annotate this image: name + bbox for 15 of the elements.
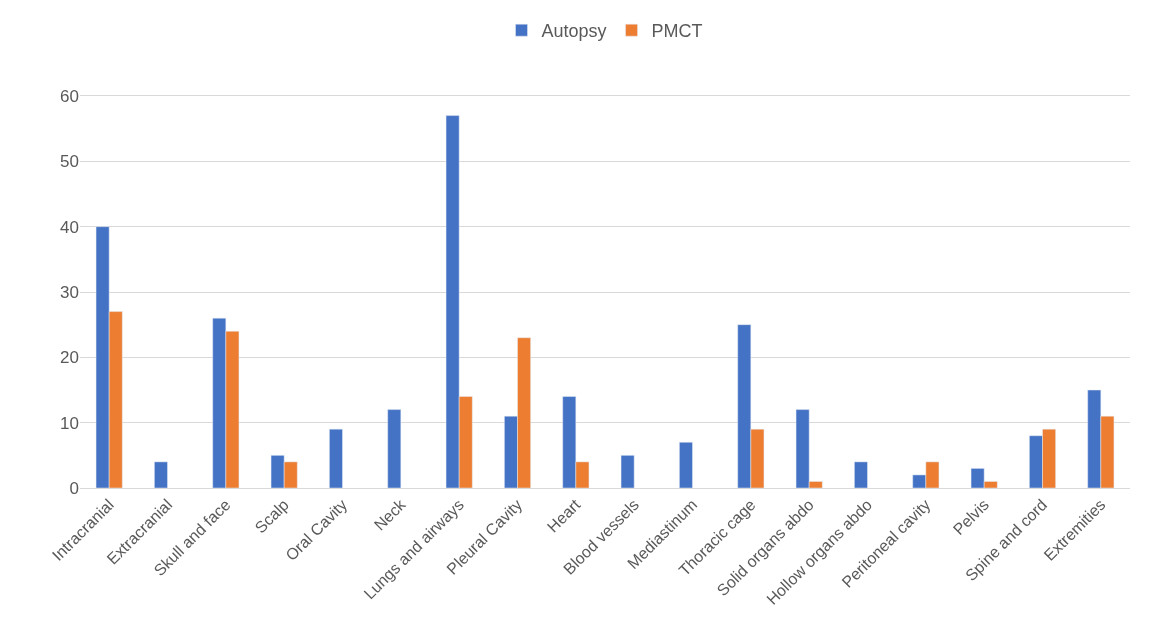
y-tick-label: 50 bbox=[60, 152, 79, 172]
legend-label: Autopsy bbox=[541, 21, 607, 42]
bar bbox=[154, 461, 168, 488]
bar bbox=[620, 455, 635, 488]
legend-label: PMCT bbox=[651, 21, 703, 42]
y-tick-label: 0 bbox=[69, 478, 79, 498]
y-tick-label: 60 bbox=[60, 86, 79, 106]
y-tick-label: 10 bbox=[60, 413, 79, 433]
bar bbox=[387, 409, 402, 488]
bar bbox=[679, 442, 693, 488]
y-tick-label: 20 bbox=[60, 348, 79, 368]
bar bbox=[854, 461, 868, 488]
y-tick-label: 30 bbox=[60, 282, 79, 302]
y-tick-label: 40 bbox=[60, 217, 79, 237]
bar bbox=[329, 428, 343, 488]
